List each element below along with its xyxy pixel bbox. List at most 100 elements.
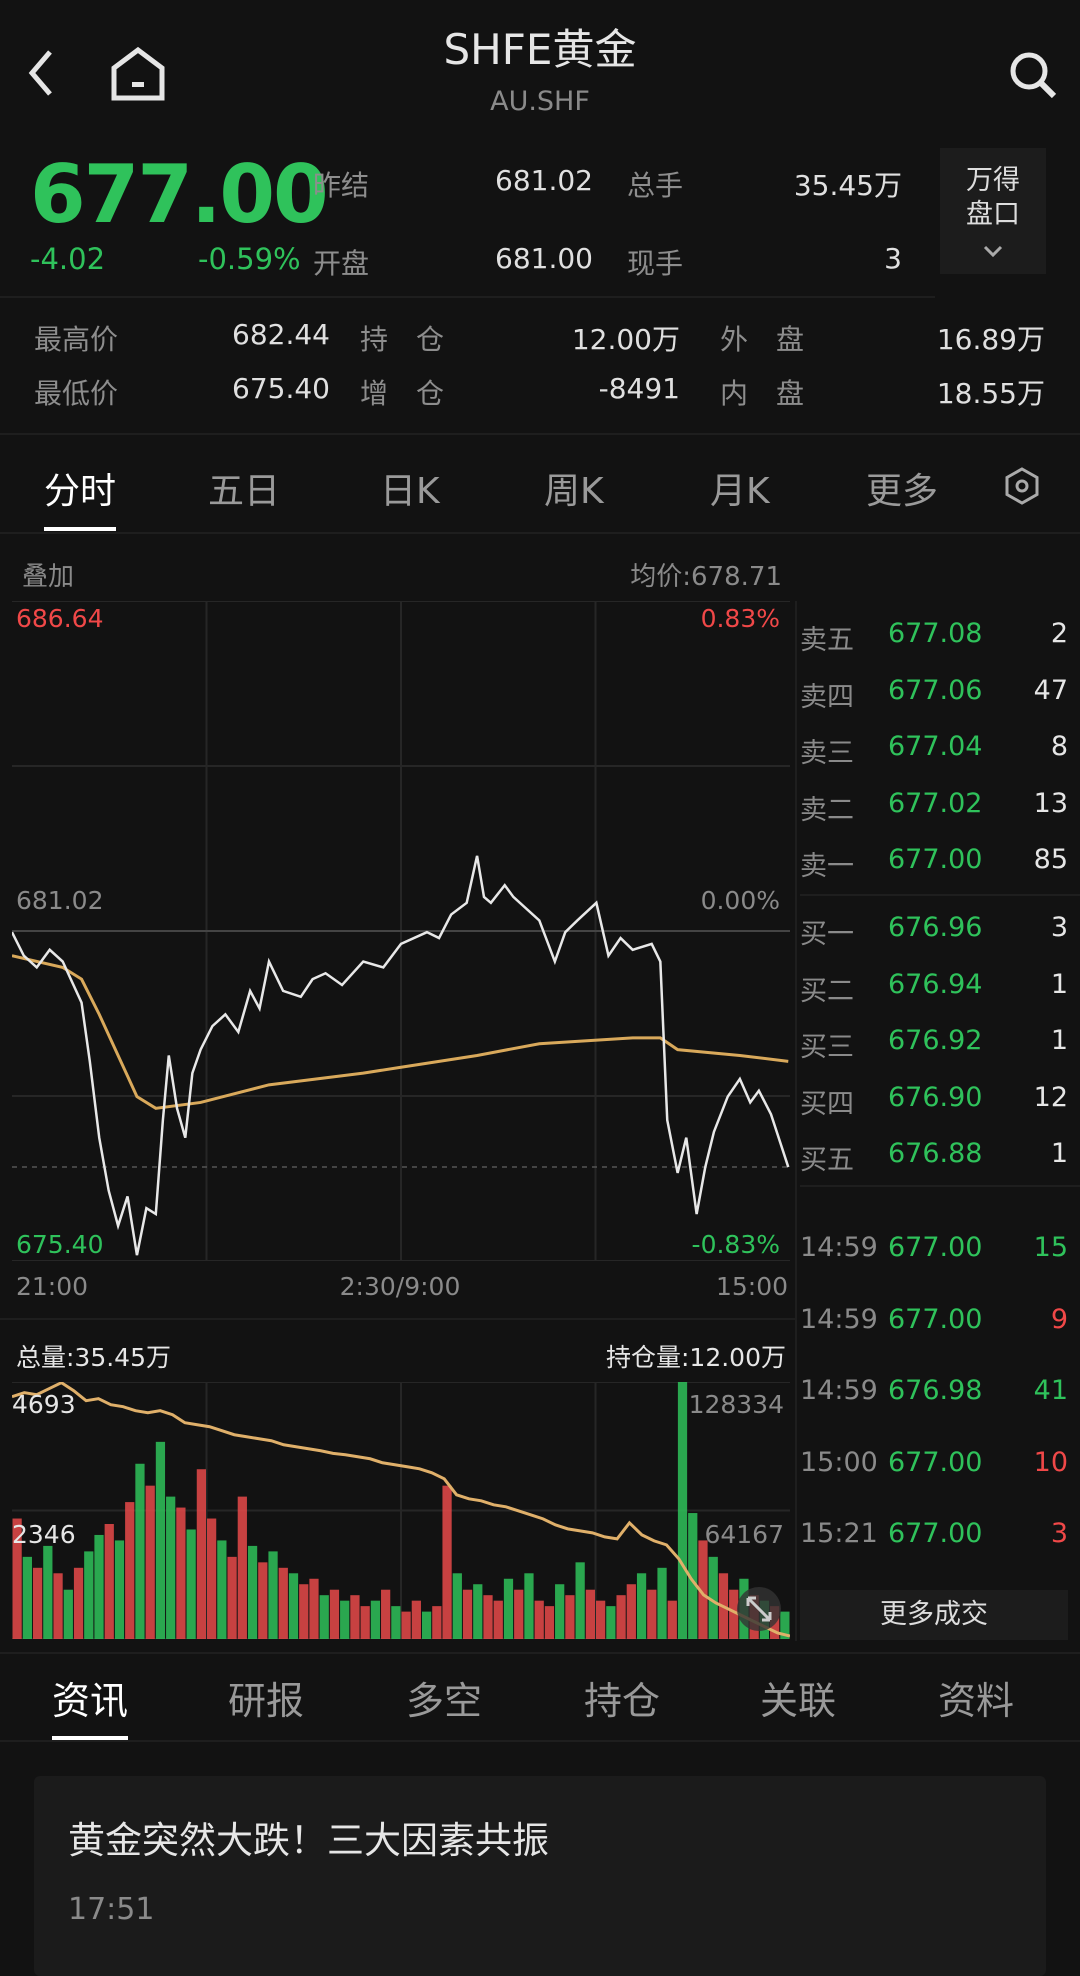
stat-label: 外 盘 <box>720 323 805 356</box>
bottom-tab-5[interactable]: 资料 <box>938 1679 1015 1723</box>
volume-bar <box>43 1545 53 1639</box>
volume-bar <box>258 1562 268 1639</box>
volume-bar <box>391 1606 401 1639</box>
volume-bar <box>63 1589 73 1639</box>
panel-button-line1: 万得 <box>966 165 1020 196</box>
expand-icon[interactable] <box>736 1586 782 1632</box>
order-price: 677.02 <box>888 787 983 819</box>
order-volume: 12 <box>1033 1081 1068 1113</box>
trade-price: 677.00 <box>888 1446 983 1478</box>
avg-price: 均价:678.71 <box>630 562 782 592</box>
trade-volume: 3 <box>1050 1518 1068 1549</box>
total-volume-label: 总手 <box>627 169 684 202</box>
volume-bar <box>145 1485 155 1639</box>
order-label: 卖五 <box>800 625 854 656</box>
active-tab-underline <box>44 527 116 531</box>
tab-3[interactable]: 周K <box>544 471 604 512</box>
trade-price: 677.00 <box>888 1232 983 1263</box>
more-trades-button[interactable]: 更多成交 <box>800 1590 1068 1640</box>
volume-bar <box>698 1540 708 1639</box>
bottom-tab-3[interactable]: 持仓 <box>584 1679 661 1723</box>
volume-bar <box>421 1611 432 1639</box>
volume-bar <box>636 1573 647 1639</box>
pct-bottom-label: -0.83% <box>691 1230 780 1259</box>
x-tick-mid: 2:30/9:00 <box>339 1272 461 1301</box>
volume-bar <box>503 1578 514 1639</box>
order-price: 677.00 <box>888 844 983 875</box>
stat-label: 最低价 <box>34 377 119 410</box>
tab-0[interactable]: 分时 <box>44 471 117 512</box>
bottom-tab-0[interactable]: 资讯 <box>52 1679 129 1723</box>
vol-mid-label: 2346 <box>12 1520 76 1549</box>
tab-2[interactable]: 日K <box>380 471 440 512</box>
order-price: 676.92 <box>888 1025 983 1056</box>
volume-bar <box>94 1534 104 1639</box>
overlay-button[interactable]: 叠加 <box>22 562 75 592</box>
tab-5[interactable]: 更多 <box>866 471 939 512</box>
order-label: 卖四 <box>800 681 854 713</box>
x-tick-end: 15:00 <box>715 1272 788 1301</box>
order-label: 卖三 <box>800 738 854 769</box>
stat-value: 16.89万 <box>936 323 1045 356</box>
open-interest: 持仓量:12.00万 <box>606 1343 786 1372</box>
volume-bar <box>452 1573 462 1639</box>
chevron-left-icon[interactable] <box>26 48 56 98</box>
order-price: 676.90 <box>888 1081 983 1113</box>
volume-bar <box>432 1606 442 1639</box>
trade-price: 677.00 <box>888 1518 983 1549</box>
intraday-price-chart[interactable] <box>12 601 790 1261</box>
oi-max-label: 128334 <box>688 1390 784 1419</box>
volume-bar <box>524 1573 534 1639</box>
trade-time: 15:21 <box>800 1518 878 1549</box>
volume-bar <box>462 1589 473 1639</box>
bottom-tab-4[interactable]: 关联 <box>760 1679 837 1723</box>
bottom-tab-2[interactable]: 多空 <box>406 1679 483 1723</box>
order-label: 买三 <box>800 1032 854 1063</box>
wind-panel-button[interactable]: 万得 盘口 <box>940 148 1046 274</box>
volume-bar <box>176 1507 186 1639</box>
trade-volume: 41 <box>1033 1375 1068 1406</box>
stat-label: 内 盘 <box>720 377 805 410</box>
volume-bar <box>708 1556 718 1639</box>
volume-bar <box>360 1606 370 1639</box>
volume-bar <box>329 1589 340 1639</box>
page-title: SHFE黄金 <box>443 25 637 74</box>
settings-icon[interactable] <box>1002 466 1042 506</box>
bottom-tab-1[interactable]: 研报 <box>228 1679 305 1723</box>
news-card[interactable]: 黄金突然大跌！三大因素共振 17:51 <box>34 1776 1046 1976</box>
volume-chart[interactable] <box>12 1382 790 1639</box>
tab-1[interactable]: 五日 <box>208 471 281 512</box>
volume-bar <box>626 1584 636 1639</box>
instrument-code: AU.SHF <box>490 86 590 117</box>
volume-bar <box>596 1600 606 1639</box>
news-title: 黄金突然大跌！三大因素共振 <box>68 1819 549 1862</box>
volume-bar <box>227 1556 237 1639</box>
prev-settle-value: 681.02 <box>495 164 593 197</box>
volume-bar <box>155 1441 166 1639</box>
y-bottom-label: 675.40 <box>16 1230 104 1259</box>
search-icon[interactable] <box>1008 50 1058 100</box>
current-volume-label: 现手 <box>627 247 684 280</box>
tab-4[interactable]: 月K <box>710 471 770 512</box>
stat-value: 12.00万 <box>571 323 680 356</box>
news-time: 17:51 <box>68 1892 155 1927</box>
volume-bar <box>657 1567 667 1639</box>
order-price: 676.96 <box>888 912 983 943</box>
total-volume-value: 35.45万 <box>793 169 902 202</box>
y-top-label: 686.64 <box>16 604 104 633</box>
volume-bar <box>370 1600 381 1639</box>
volume-bar <box>125 1502 135 1639</box>
order-label: 卖一 <box>800 851 854 882</box>
stat-value: -8491 <box>598 372 680 405</box>
trade-time: 14:59 <box>800 1375 878 1406</box>
volume-bar <box>565 1595 575 1639</box>
order-price: 676.94 <box>888 968 983 1000</box>
trade-time: 14:59 <box>800 1232 878 1263</box>
volume-bar <box>12 1518 22 1639</box>
volume-bar <box>350 1595 360 1639</box>
open-value: 681.00 <box>495 242 593 275</box>
volume-bar <box>217 1540 227 1639</box>
home-icon[interactable] <box>110 46 166 102</box>
volume-bar <box>555 1584 565 1639</box>
order-volume: 85 <box>1033 844 1068 875</box>
